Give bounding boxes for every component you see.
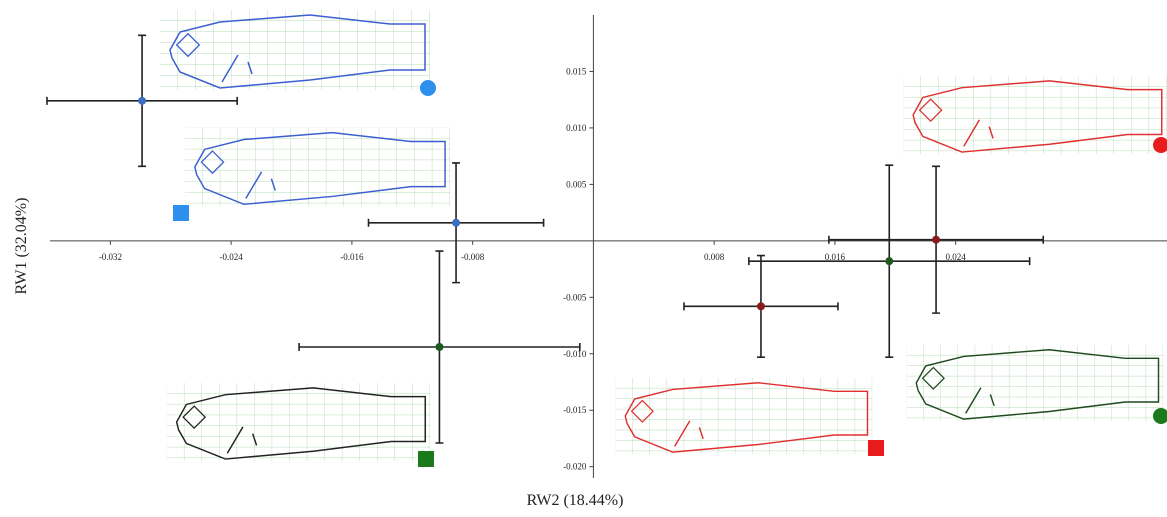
x-tick-label: -0.016 — [340, 252, 364, 262]
y-tick-label: 0.015 — [566, 66, 587, 76]
fish-shape — [616, 378, 873, 454]
y-tick-label: 0.010 — [566, 123, 587, 133]
group-marker — [420, 80, 436, 96]
shape-illustrations — [160, 10, 1167, 467]
y-axis-label: RW1 (32.04%) — [13, 198, 30, 295]
y-tick-label: -0.005 — [563, 292, 587, 302]
group-marker — [418, 451, 434, 467]
point — [885, 257, 893, 265]
x-axis-label: RW2 (18.44%) — [527, 492, 624, 509]
group-marker — [868, 440, 884, 456]
y-tick-label: 0.005 — [566, 179, 587, 189]
x-tick-label: 0.008 — [704, 252, 725, 262]
fish-shape — [903, 76, 1166, 154]
chart: RW2 (18.44%) RW1 (32.04%) -0.032 -0.024 -0… — [0, 0, 1167, 517]
x-tick-label: 0.016 — [825, 252, 846, 262]
x-tick-label: 0.024 — [946, 252, 967, 262]
group-marker — [173, 205, 189, 221]
y-tick-label: -0.020 — [563, 462, 587, 472]
fish-shape — [185, 128, 450, 207]
fish-shape — [160, 10, 430, 90]
fish-shape — [907, 345, 1164, 421]
x-tick-label: -0.008 — [461, 252, 485, 262]
point — [435, 343, 443, 351]
x-tick-label: -0.032 — [99, 252, 122, 262]
y-tick-label: -0.010 — [563, 349, 587, 359]
y-tick-label: -0.015 — [563, 405, 587, 415]
point — [138, 97, 146, 105]
point — [932, 236, 940, 244]
point — [452, 219, 460, 227]
point — [757, 302, 765, 310]
x-tick-label: -0.024 — [220, 252, 244, 262]
fish-shape — [167, 383, 430, 461]
